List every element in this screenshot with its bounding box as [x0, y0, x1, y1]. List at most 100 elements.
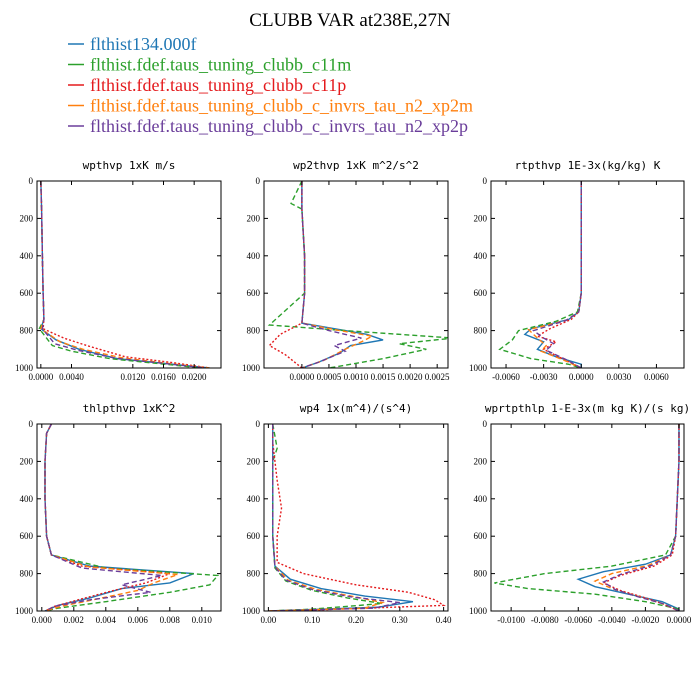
y-tick-label: 1000	[15, 363, 34, 373]
y-tick-label: 600	[20, 531, 34, 541]
x-tick-label: -0.0040	[598, 615, 626, 625]
series-group	[268, 424, 446, 611]
series-line	[301, 181, 384, 368]
y-tick-label: 0	[483, 176, 488, 186]
y-tick-label: 600	[20, 288, 34, 298]
series-line	[44, 424, 171, 611]
y-tick-label: 1000	[242, 363, 261, 373]
series-line	[40, 181, 206, 368]
legend-label: flthist134.000f	[90, 34, 197, 54]
series-line	[44, 424, 179, 611]
figure-title: CLUBB VAR at238E,27N	[249, 10, 451, 31]
y-tick-label: 400	[20, 251, 34, 261]
y-tick-label: 600	[474, 531, 488, 541]
y-tick-label: 0	[29, 419, 34, 429]
x-tick-label: 0.004	[96, 615, 117, 625]
legend-item: flthist.fdef.taus_tuning_clubb_c_invrs_t…	[68, 96, 473, 116]
panel-title: rtpthvp 1E-3x(kg/kg) K	[515, 159, 661, 172]
series-line	[268, 424, 446, 611]
x-tick-label: 0.0010	[344, 372, 369, 382]
x-tick-label: 0.006	[128, 615, 149, 625]
y-tick-label: 200	[247, 213, 261, 223]
y-tick-label: 200	[474, 213, 488, 223]
x-tick-label: -0.0060	[492, 372, 520, 382]
series-line	[40, 181, 210, 368]
series-group	[267, 181, 448, 368]
x-tick-label: -0.0030	[530, 372, 558, 382]
legend-label: flthist.fdef.taus_tuning_clubb_c_invrs_t…	[90, 96, 473, 116]
x-tick-label: 0.000	[32, 615, 53, 625]
series-line	[44, 424, 195, 611]
y-tick-label: 0	[29, 176, 34, 186]
panel-title: wprtpthlp 1-E-3x(m kg K)/(s kg)	[485, 402, 690, 415]
chart-panel: wprtpthlp 1-E-3x(m kg K)/(s kg) 0 200 400 60…	[469, 402, 692, 625]
x-tick-label: 0.008	[160, 615, 181, 625]
x-tick-label: 0.0040	[59, 372, 84, 382]
series-line	[523, 181, 582, 368]
y-tick-label: 400	[247, 251, 261, 261]
panel-title: wpthvp 1xK m/s	[83, 159, 176, 172]
y-tick-label: 400	[20, 494, 34, 504]
y-tick-label: 200	[20, 456, 34, 466]
legend-item: flthist.fdef.taus_tuning_clubb_c11p	[68, 75, 346, 95]
x-tick-label: 0.30	[392, 615, 408, 625]
series-line	[601, 424, 680, 611]
y-tick-label: 1000	[242, 606, 261, 616]
y-tick-label: 1000	[469, 606, 488, 616]
y-tick-label: 1000	[15, 606, 34, 616]
series-line	[527, 181, 582, 368]
legend: flthist134.000fflthist.fdef.taus_tuning_…	[68, 34, 473, 136]
x-tick-label: 0.40	[436, 615, 452, 625]
y-tick-label: 800	[247, 326, 261, 336]
series-line	[44, 424, 162, 611]
series-line	[40, 181, 210, 368]
y-tick-label: 400	[247, 494, 261, 504]
series-line	[268, 424, 383, 611]
y-tick-label: 0	[256, 419, 261, 429]
y-tick-label: 0	[483, 419, 488, 429]
x-tick-label: 0.0000	[290, 372, 315, 382]
series-line	[532, 181, 582, 368]
series-group	[494, 424, 680, 611]
series-line	[535, 181, 582, 368]
chart-panel: wp2thvp 1xK m^2/s^2 0 200 400 600 800 1000 0.00…	[242, 159, 450, 382]
series-line	[268, 424, 414, 611]
series-line	[268, 424, 400, 611]
plot-frame	[36, 423, 222, 612]
legend-item: flthist.fdef.taus_tuning_clubb_c11m	[68, 55, 351, 75]
legend-item: flthist.fdef.taus_tuning_clubb_c_invrs_t…	[68, 116, 468, 136]
x-tick-label: -0.0060	[564, 615, 592, 625]
series-group	[498, 181, 582, 368]
y-tick-label: 800	[474, 326, 488, 336]
panel-title: thlpthvp 1xK^2	[83, 402, 176, 415]
panel-title: wp2thvp 1xK m^2/s^2	[293, 159, 419, 172]
x-tick-label: 0.0060	[644, 372, 669, 382]
y-tick-label: 200	[474, 456, 488, 466]
x-tick-label: 0.00	[261, 615, 277, 625]
x-tick-label: 0.0025	[425, 372, 450, 382]
series-line	[268, 424, 386, 611]
panel-title: wp4 1x(m^4)/(s^4)	[300, 402, 413, 415]
plot-frame	[36, 180, 222, 369]
series-line	[44, 424, 220, 611]
series-group	[38, 181, 210, 368]
x-tick-label: -0.0020	[632, 615, 660, 625]
x-tick-label: 0.010	[192, 615, 213, 625]
x-tick-label: 0.0020	[398, 372, 423, 382]
plot-frame	[490, 180, 685, 369]
legend-label: flthist.fdef.taus_tuning_clubb_c11m	[90, 55, 351, 75]
x-tick-label: -0.0080	[531, 615, 559, 625]
legend-label: flthist.fdef.taus_tuning_clubb_c11p	[90, 75, 346, 95]
x-tick-label: 0.0120	[120, 372, 145, 382]
y-tick-label: 600	[474, 288, 488, 298]
x-tick-label: 0.0160	[151, 372, 176, 382]
series-line	[301, 181, 362, 368]
series-line	[268, 181, 306, 368]
x-tick-label: 0.0015	[371, 372, 396, 382]
y-tick-label: 200	[20, 213, 34, 223]
x-tick-label: 0.002	[64, 615, 84, 625]
y-tick-label: 400	[474, 251, 488, 261]
